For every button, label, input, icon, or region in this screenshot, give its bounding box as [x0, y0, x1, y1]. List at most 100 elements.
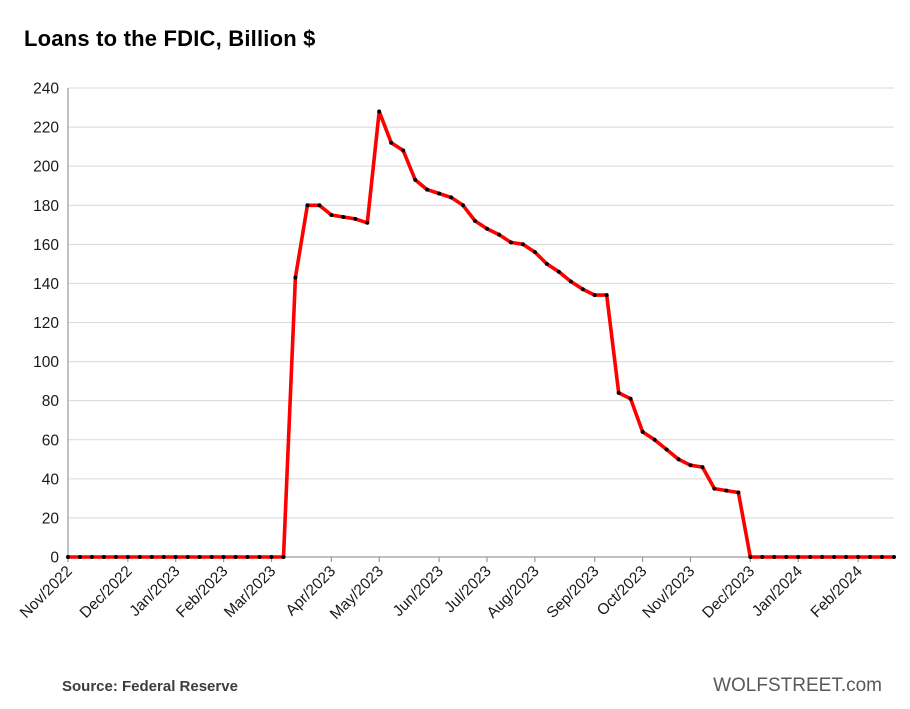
data-point-marker: [413, 177, 418, 182]
data-point-marker: [161, 555, 166, 559]
data-point-marker: [353, 216, 358, 221]
x-tick-label: Nov/2023: [639, 563, 698, 622]
data-point-marker: [520, 242, 525, 247]
data-point-marker: [508, 240, 513, 245]
data-point-marker: [281, 555, 286, 559]
data-point-marker: [305, 203, 310, 208]
x-tick-label: Sep/2023: [544, 563, 603, 622]
data-point-marker: [652, 437, 657, 442]
data-point-marker: [724, 488, 729, 493]
data-point-marker: [209, 555, 214, 559]
data-point-marker: [712, 486, 717, 491]
data-point-marker: [604, 293, 609, 298]
data-point-marker: [700, 465, 705, 470]
data-point-marker: [772, 555, 777, 559]
data-point-marker: [173, 555, 178, 559]
data-point-marker: [461, 203, 465, 208]
data-point-marker: [856, 555, 861, 559]
data-point-marker: [377, 109, 382, 114]
data-point-marker: [832, 555, 837, 559]
data-point-marker: [149, 555, 154, 559]
data-point-marker: [640, 429, 645, 434]
data-point-marker: [257, 555, 262, 559]
data-point-marker: [844, 555, 849, 559]
data-point-marker: [401, 148, 406, 153]
x-tick-label: Mar/2023: [221, 563, 279, 621]
data-point-marker: [293, 275, 298, 280]
data-point-marker: [221, 555, 226, 559]
data-point-marker: [485, 226, 489, 231]
data-point-marker: [676, 457, 681, 462]
source-note: Source: Federal Reserve: [62, 678, 238, 695]
x-tick-label: Feb/2023: [173, 563, 231, 621]
data-point-marker: [628, 396, 633, 401]
y-tick-label: 240: [33, 81, 59, 98]
data-point-marker: [592, 293, 597, 298]
x-tick-label: Dec/2022: [77, 563, 136, 622]
y-tick-label: 180: [33, 198, 59, 215]
y-tick-label: 140: [33, 276, 59, 293]
data-point-marker: [808, 555, 813, 559]
y-tick-label: 220: [33, 120, 59, 137]
x-tick-label: Jun/2023: [390, 563, 447, 620]
data-point-marker: [736, 490, 741, 495]
data-point-marker: [185, 555, 190, 559]
chart-title: Loans to the FDIC, Billion $: [24, 26, 316, 51]
data-point-marker: [341, 215, 346, 219]
data-point-marker: [101, 555, 106, 559]
data-point-marker: [269, 555, 274, 559]
data-point-marker: [245, 555, 250, 559]
data-point-marker: [197, 555, 202, 559]
data-point-marker: [425, 187, 430, 192]
data-point-marker: [389, 140, 394, 145]
data-point-marker: [880, 555, 884, 559]
data-point-marker: [580, 287, 585, 292]
y-tick-label: 200: [33, 159, 59, 176]
data-point-marker: [497, 232, 501, 237]
x-tick-label: Aug/2023: [484, 563, 543, 622]
data-point-marker: [78, 555, 82, 559]
x-tick-label: Feb/2024: [808, 563, 867, 622]
fdic-loans-series-line: [66, 109, 896, 559]
data-point-marker: [760, 555, 765, 559]
y-tick-label: 120: [33, 315, 59, 332]
data-point-marker: [820, 555, 825, 559]
data-point-marker: [868, 555, 873, 559]
y-tick-label: 20: [42, 510, 60, 527]
data-point-marker: [556, 269, 561, 274]
data-point-marker: [796, 555, 801, 559]
data-point-marker: [664, 447, 669, 452]
x-tick-label: Jan/2024: [749, 563, 806, 620]
y-tick-label: 100: [33, 354, 59, 371]
data-point-marker: [544, 261, 549, 266]
data-point-marker: [329, 213, 334, 217]
wolfstreet-watermark: WOLFSTREET.com: [713, 675, 882, 696]
data-point-marker: [568, 279, 573, 284]
data-point-marker: [748, 555, 753, 559]
data-point-marker: [449, 195, 454, 200]
y-tick-label: 80: [42, 393, 60, 410]
data-point-marker: [688, 463, 693, 468]
data-point-marker: [892, 555, 896, 559]
y-tick-label: 60: [42, 432, 60, 449]
data-point-marker: [616, 390, 621, 395]
y-tick-label: 40: [42, 471, 60, 488]
x-tick-label: Nov/2022: [17, 563, 76, 622]
data-point-marker: [137, 555, 142, 559]
y-tick-label: 160: [33, 237, 59, 254]
data-point-marker: [125, 555, 130, 559]
data-point-marker: [113, 555, 118, 559]
data-point-marker: [317, 203, 322, 208]
data-point-marker: [233, 555, 238, 559]
x-tick-label: Dec/2023: [699, 563, 758, 622]
y-tick-label: 0: [50, 550, 59, 567]
data-point-marker: [66, 555, 70, 559]
data-point-marker: [437, 191, 442, 196]
data-point-marker: [89, 555, 94, 559]
data-point-marker: [532, 250, 537, 255]
data-point-marker: [784, 555, 789, 559]
data-point-marker: [365, 220, 370, 225]
data-point-marker: [473, 218, 477, 223]
